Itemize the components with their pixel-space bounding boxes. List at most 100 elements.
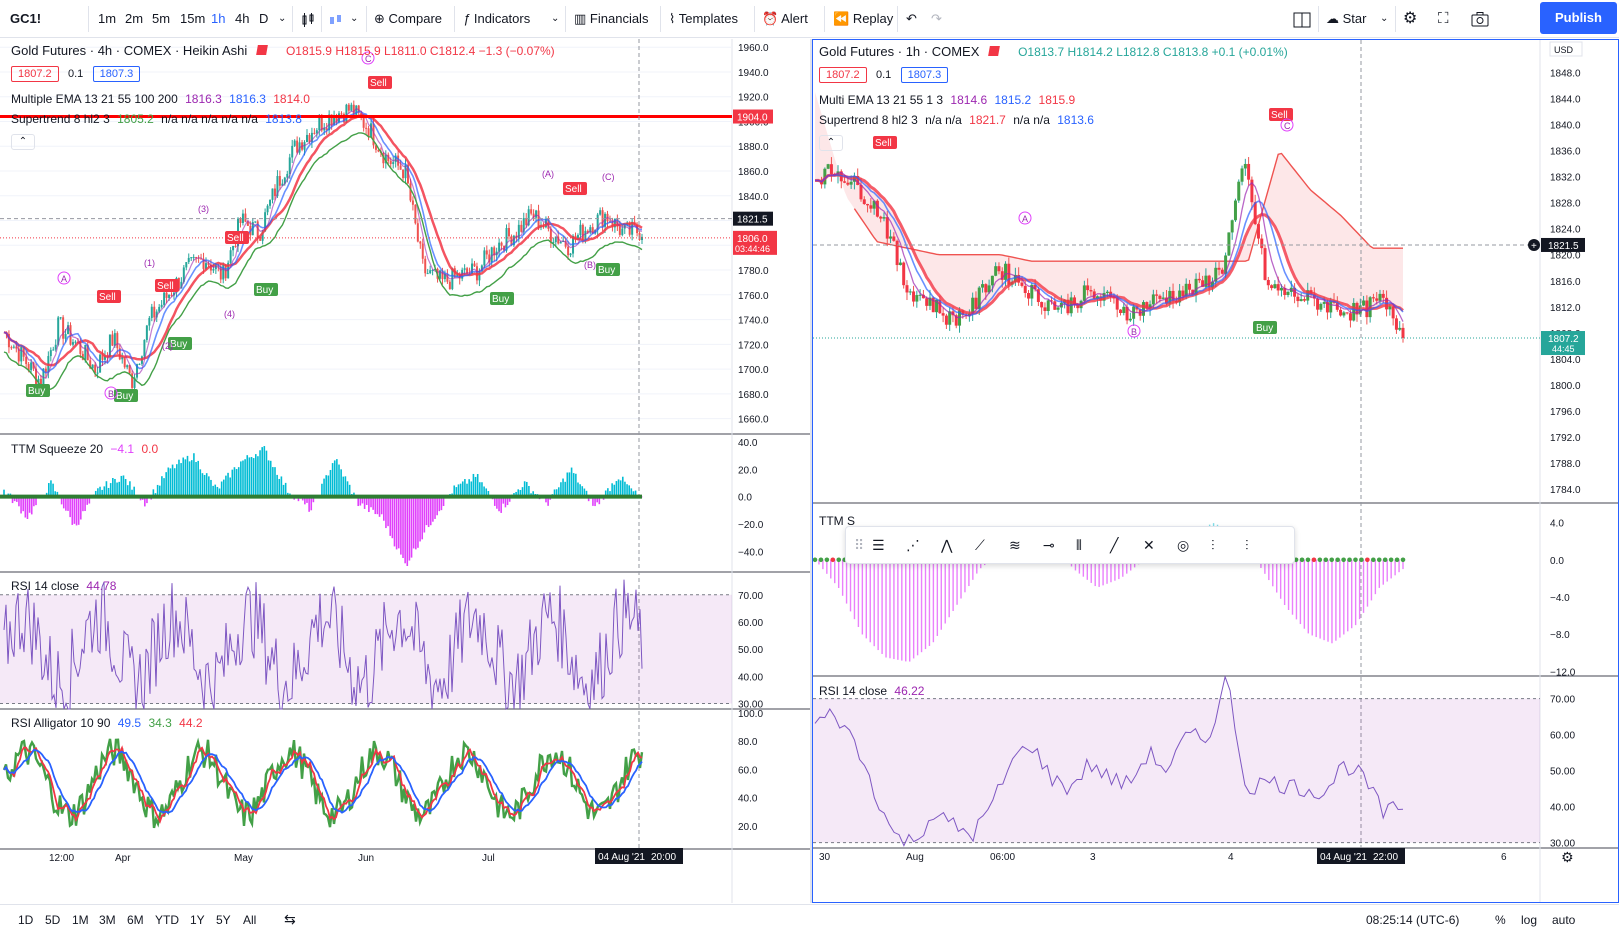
ray-icon[interactable]: ⟋ [975,537,985,553]
chart-type-candles-icon[interactable] [300,4,316,34]
pane-splitter[interactable] [810,39,812,903]
templates-button[interactable]: ⌇ Templates [669,4,738,34]
ema-line-slow [814,173,1404,315]
layout-chevron-icon[interactable]: ⌄ [1380,13,1389,24]
indicators-button[interactable]: ƒ Indicators [463,4,530,34]
symbol-search-button[interactable]: GC1! [10,11,42,26]
abc-pattern-icon[interactable]: ⋀ [941,537,953,553]
ttm-dot [1347,557,1352,563]
left-ema-legend[interactable]: Multiple EMA 13 21 55 100 200 1816.3 181… [11,92,310,106]
fib-spiral-icon[interactable]: ◎ [1177,537,1190,553]
range-ytd-button[interactable]: YTD [155,913,179,927]
trend-lines-icon[interactable]: ☰ [872,537,885,553]
indicators-label: Indicators [473,11,531,26]
range-1m-button[interactable]: 1M [72,913,89,927]
left-supertrend-legend[interactable]: Supertrend 8 hl2 3 1805.2 n/a n/a n/a n/… [11,112,302,126]
candle-body [466,268,469,274]
time-tag-time: 22:00 [1373,852,1398,863]
percent-scale-toggle[interactable]: % [1495,913,1506,927]
line-icon[interactable]: ╱ [1110,537,1119,553]
short-position-icon[interactable]: ⫶ [1245,537,1249,553]
drag-handle-icon[interactable]: ⠿ [854,537,865,553]
camera-icon[interactable] [1471,4,1489,34]
toolbar-separator [1318,6,1319,32]
range-6m-button[interactable]: 6M [127,913,144,927]
left-alligator-legend[interactable]: RSI Alligator 10 90 49.5 34.3 44.2 [11,716,203,730]
indicators-chevron-icon[interactable]: ⌄ [551,13,560,24]
interval-5m-button[interactable]: 5m [152,11,171,26]
chart-style-chevron-icon[interactable]: ⌄ [350,13,359,24]
candle-body [557,236,560,244]
left-chart-canvas[interactable]: 1960.01940.01920.01900.01880.01860.01840… [0,39,810,903]
undo-icon[interactable]: ↶ [906,11,917,26]
clock-readout[interactable]: 08:25:14 (UTC-6) [1366,913,1460,927]
date-range-icon[interactable]: ⇆ [284,911,296,927]
legend-collapse-button[interactable]: ⌃ [819,135,843,151]
log-scale-toggle[interactable]: log [1521,913,1538,927]
range-5d-button[interactable]: 5D [45,913,61,927]
vertical-lines-icon[interactable]: ⫴ [1076,537,1082,553]
right-ask-button[interactable]: 1807.3 [900,67,949,83]
interval-1m-button[interactable]: 1m [98,11,117,26]
replay-button[interactable]: ⏪ Replay [833,4,893,34]
right-ema-legend[interactable]: Multi EMA 13 21 55 1 3 1814.6 1815.2 181… [819,93,1075,107]
range-3m-button[interactable]: 3M [99,913,116,927]
chart-style-heikin-icon[interactable] [328,4,344,34]
legend-collapse-button[interactable]: ⌃ [11,134,35,150]
interval-dropdown-chevron-icon[interactable]: ⌄ [278,13,287,24]
candle-body [1270,285,1274,289]
star-layout-button[interactable]: ☁ Star [1326,4,1366,34]
axis-settings-gear-icon[interactable]: ⚙ [1561,849,1574,865]
range-1d-button[interactable]: 1D [18,913,34,927]
flag-icon[interactable] [255,45,268,55]
wave-label: B [1131,327,1137,337]
left-chart-pane[interactable]: 1960.01940.01920.01900.01880.01860.01840… [0,39,810,903]
publish-button[interactable]: Publish [1540,2,1617,34]
pattern-icon[interactable]: ✕ [1143,537,1155,553]
elliott-wave-icon[interactable]: ⋰ [906,537,920,553]
left-ttm-legend[interactable]: TTM Squeeze 20 −4.1 0.0 [11,442,158,456]
right-chart-pane[interactable]: USD 1848.0 1844.0 1840.0 1836.0 1832.0 1828.0 1… [812,39,1619,903]
left-bid-button[interactable]: 1807.2 [11,66,59,82]
left-rsi-legend[interactable]: RSI 14 close 44.78 [11,579,116,593]
interval-d-button[interactable]: D [259,11,269,26]
right-rsi-legend[interactable]: RSI 14 close 46.22 [819,684,924,698]
interval-15m-button[interactable]: 15m [180,11,206,26]
candle-body [123,356,126,368]
fullscreen-icon[interactable]: ⛶ [1438,10,1449,27]
long-position-icon[interactable]: ⫶ [1211,537,1215,553]
compare-button[interactable]: ⊕ Compare [374,4,442,34]
candle-body [266,205,269,213]
candle-body [138,363,141,365]
left-ask-button[interactable]: 1807.3 [92,66,141,82]
right-supertrend-legend[interactable]: Supertrend 8 hl2 3 n/a n/a 1821.7 n/a n/… [819,113,1094,127]
interval-2m-button[interactable]: 2m [125,11,144,26]
flag-icon[interactable] [987,46,1000,56]
ema-name: Multi EMA 13 21 55 1 3 [819,93,944,107]
horizontal-line-icon[interactable]: ⊸ [1043,537,1055,553]
left-ohlc-high: H1815.9 [335,44,381,58]
gear-icon[interactable]: ⚙ [1403,10,1418,27]
ema-value-1: 1816.3 [185,92,222,106]
channel-icon[interactable]: ≋ [1009,537,1021,553]
candle-body [1128,318,1132,321]
interval-1h-button[interactable]: 1h [211,11,226,26]
candle-body [365,127,368,129]
range-all-button[interactable]: All [243,913,257,927]
price-tag-crosshair [733,211,773,226]
candle-body [846,182,850,185]
auto-scale-toggle[interactable]: auto [1552,913,1576,927]
right-bid-button[interactable]: 1807.2 [819,67,867,83]
alert-button[interactable]: ⏰ Alert [762,4,808,34]
range-5y-button[interactable]: 5Y [216,913,231,927]
layout-split-icon[interactable] [1293,4,1311,34]
right-chart-canvas[interactable]: USD 1848.0 1844.0 1840.0 1836.0 1832.0 1828.0 1… [812,40,1618,902]
alligator-axis-tick: 100.0 [738,709,763,720]
financials-button[interactable]: ▥ Financials [574,4,648,34]
redo-icon[interactable]: ↷ [931,11,942,26]
interval-4h-button[interactable]: 4h [235,11,250,26]
candle-body [1283,287,1287,296]
range-1y-button[interactable]: 1Y [190,913,205,927]
candle-body [1145,302,1149,309]
right-ttm-legend[interactable]: TTM S [819,514,855,528]
